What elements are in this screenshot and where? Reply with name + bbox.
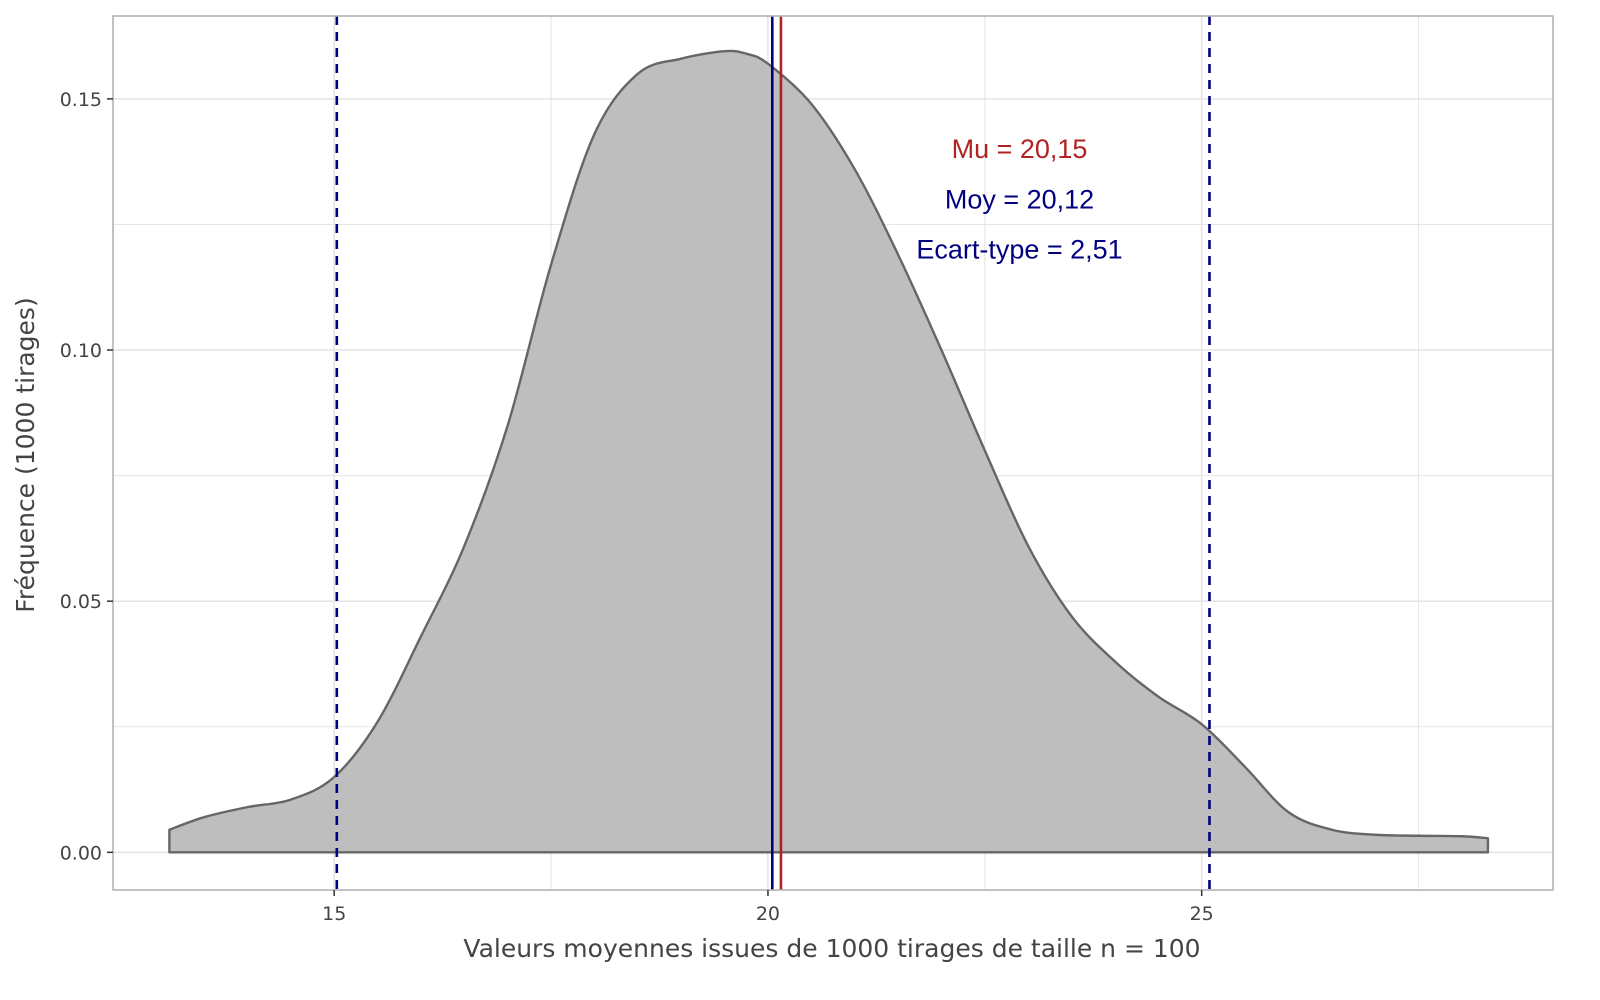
axes: 15 20 25 0.00 0.05 0.10 0.15: [60, 15, 1554, 925]
y-tick-label: 0.05: [60, 591, 102, 613]
y-tick-label: 0.10: [60, 340, 102, 362]
panel-border: [112, 15, 1554, 891]
annotation-sd: Ecart-type = 2,51: [916, 235, 1122, 265]
density-curve: [168, 49, 1490, 854]
y-tick-label: 0.15: [60, 89, 102, 111]
y-axis-title: Fréquence (1000 tirages): [11, 297, 40, 612]
annotation-mean: Moy = 20,12: [945, 184, 1094, 214]
x-axis-title: Valeurs moyennes issues de 1000 tirages …: [463, 934, 1200, 963]
density-area: [168, 49, 1490, 854]
y-tick-label: 0.00: [60, 842, 102, 864]
annotation-mu: Mu = 20,15: [952, 134, 1088, 164]
x-tick-label: 20: [756, 903, 780, 925]
x-tick-label: 25: [1190, 903, 1214, 925]
x-tick-label: 15: [322, 903, 346, 925]
annotations: Mu = 20,15 Moy = 20,12 Ecart-type = 2,51: [916, 134, 1122, 264]
reference-lines: [335, 16, 1211, 890]
